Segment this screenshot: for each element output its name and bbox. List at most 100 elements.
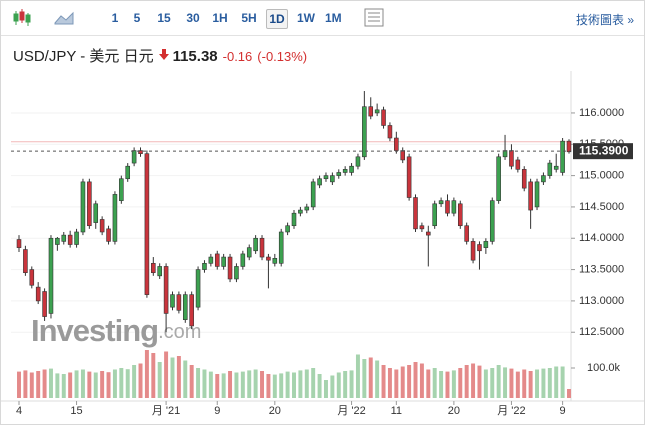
candle-body [195,269,201,308]
volume-bar [234,372,239,398]
interval-button[interactable]: 1M [325,11,342,25]
candle-body [553,165,559,170]
volume-bar [503,367,508,398]
x-tick-label: 11 [391,405,402,417]
watermark-brand: Investing [31,313,158,348]
candle-body [29,269,35,286]
candle-body [387,125,393,139]
interval-button[interactable]: 5 [133,11,141,25]
candle-body [355,156,361,167]
candle-body [400,150,406,161]
x-tick-label: 20 [448,405,460,417]
interval-button[interactable]: 1H [212,11,228,25]
volume-bar [330,375,335,398]
candle-body [74,231,79,245]
volume-bar [61,374,66,398]
volume-bar [55,373,60,398]
candle-body [541,175,546,183]
y-tick-label: 114.5000 [579,201,624,213]
candle-body [509,150,514,167]
change-percent: (-0.13%) [257,49,308,64]
volume-bar [343,371,348,398]
x-tick-label: 9 [560,405,566,417]
candle-body [521,169,527,189]
volume-bar [215,374,220,398]
volume-bar [355,354,360,398]
settings-icon[interactable] [362,1,386,35]
y-tick-label: 113.0000 [579,295,624,307]
volume-bar [439,371,444,398]
candle-body [419,225,425,230]
volume-bar [317,374,322,398]
volume-bar [164,351,169,398]
x-tick-label: 15 [70,405,82,417]
candle-body [515,159,521,170]
volume-bar [547,368,552,398]
volume-bar [407,365,412,398]
volume-bar [272,374,277,398]
candle-body [87,181,92,227]
interval-button[interactable]: 1 [111,11,119,25]
symbol: USD/JPY - 美元 日元 [13,48,154,65]
volume-bar [138,363,143,398]
interval-button[interactable]: 30 [186,11,200,25]
candle-body [253,237,258,252]
volume-bar [445,371,450,398]
candle-body [144,153,150,295]
technical-chart-link[interactable]: 技術圖表 » [575,13,634,27]
candle-body [342,169,348,173]
volume-bar [528,371,533,398]
interval-button[interactable]: 5H [241,11,257,25]
candle-body [119,178,124,201]
candle-body [304,206,310,211]
volume-bar [323,380,328,398]
candle-body [157,266,162,277]
candle-body [496,156,501,201]
watermark-suffix: .com [158,321,201,343]
toolbar: 技術圖表 » 1 5 15 30 1H 5H 1D 1W 1M [1,1,644,36]
candle-body [528,181,533,211]
candle-body [55,237,60,245]
candle-body [234,266,239,280]
volume-bar [400,366,405,398]
candle-body [317,178,322,186]
volume-bar [189,365,194,398]
candle-body [291,212,297,227]
volume-bar [228,371,233,398]
x-tick-label: 月 '22 [497,405,525,417]
volume-tick-label: 100.0k [587,362,621,374]
x-tick-label: 4 [16,405,22,417]
volume-bar [183,360,188,398]
volume-bar [368,357,373,398]
volume-bar [375,360,380,398]
volume-bar [100,371,105,398]
candle-body [67,234,73,245]
volume-bar [260,371,265,398]
volume-bar [432,368,437,398]
interval-button[interactable]: 1W [297,11,315,25]
candle-body [221,256,226,267]
y-tick-label: 113.5000 [579,263,624,275]
volume-bar [247,370,252,398]
candle-body [189,294,194,327]
volume-bar [554,366,559,398]
volume-bar [144,350,149,398]
candle-body [502,150,508,158]
candle-body [272,258,278,264]
candle-body [80,181,86,233]
interval-button[interactable]: 1D [266,9,288,29]
volume-bar [132,365,137,398]
current-price-label: 115.3900 [579,143,629,157]
candle-body [202,263,207,270]
volume-bar [426,369,431,398]
volume-bar [208,371,213,398]
candle-body [310,181,316,208]
candle-body [470,241,476,261]
volume-bar [196,368,201,398]
volume-bar [42,369,47,398]
candle-body [426,231,431,236]
volume-bar [362,359,367,398]
interval-button[interactable]: 15 [157,11,171,25]
candle-body [214,253,220,267]
chart-type-icons[interactable] [1,1,81,35]
